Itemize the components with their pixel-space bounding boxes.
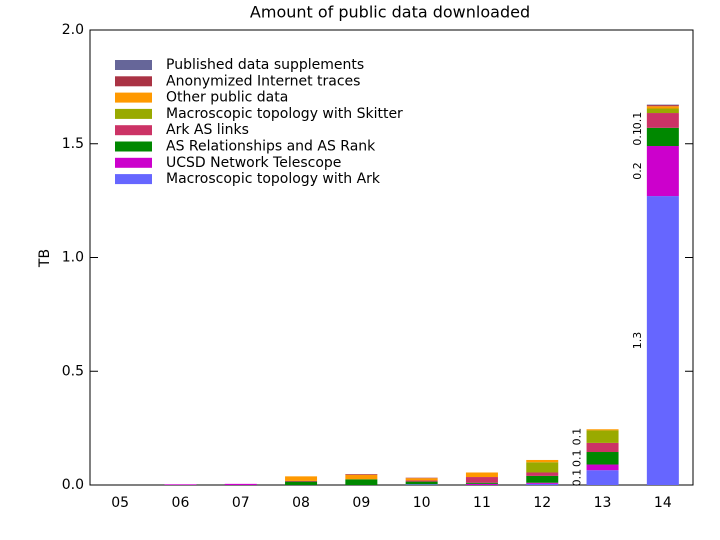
legend-swatch [115, 157, 152, 168]
y-axis-label: TB [37, 249, 53, 268]
bar-segment [586, 452, 619, 465]
bar-segment [646, 113, 679, 128]
y-tick-label: 0.5 [62, 363, 84, 379]
y-tick-label: 2.0 [62, 22, 84, 38]
x-tick-label: 09 [352, 495, 370, 511]
bar-segment [285, 481, 318, 485]
legend-label: Other public data [166, 90, 288, 106]
legend-label: UCSD Network Telescope [166, 155, 341, 171]
x-tick-label: 08 [292, 495, 310, 511]
bar-segment [164, 484, 197, 485]
bar-segment [345, 474, 378, 475]
legend-label: Published data supplements [166, 57, 364, 73]
x-tick-label: 05 [111, 495, 129, 511]
value-label: 1.3 [631, 332, 644, 350]
legend-swatch [115, 60, 152, 70]
bar-segment [586, 464, 619, 471]
x-tick-label: 07 [232, 495, 250, 511]
legend-label: Macroscopic topology with Skitter [166, 106, 403, 122]
value-label: 0.2 [631, 162, 644, 180]
bar-segment [646, 127, 679, 147]
bar-segment [465, 477, 498, 483]
bar-segment [405, 481, 438, 485]
x-tick-label: 11 [473, 495, 491, 511]
bar-segment [345, 474, 378, 480]
bar-segment [526, 462, 559, 473]
value-label: 0.1 [571, 450, 584, 468]
legend-swatch [115, 174, 152, 185]
value-label: 0.1 [571, 428, 584, 446]
x-tick-label: 13 [594, 495, 612, 511]
bar-segment [285, 480, 318, 482]
x-tick-label: 14 [654, 495, 672, 511]
legend-label: Anonymized Internet traces [166, 73, 360, 89]
x-tick-label: 12 [533, 495, 551, 511]
bar-segment [526, 472, 559, 476]
legend-label: Ark AS links [166, 122, 249, 138]
legend-swatch [115, 108, 152, 119]
bar-segment [465, 483, 498, 485]
bar-segment [646, 146, 679, 197]
legend-swatch [115, 92, 152, 103]
chart-title: Amount of public data downloaded [250, 3, 530, 22]
y-tick-label: 0.0 [62, 477, 84, 493]
bar-segment [345, 479, 378, 485]
bar-segment [465, 472, 498, 478]
x-tick-label: 10 [413, 495, 431, 511]
bar-segment [526, 482, 559, 484]
value-label: 0.1 [571, 469, 584, 487]
bar-segment [646, 196, 679, 485]
bar-segment [405, 484, 438, 485]
bar-segment [646, 106, 679, 109]
x-tick-label: 06 [172, 495, 190, 511]
value-label: 0.1 [631, 128, 644, 146]
bar-segment [526, 483, 559, 485]
bar-segment [586, 430, 619, 443]
y-tick-label: 1.5 [62, 136, 84, 152]
bar-segment [586, 470, 619, 485]
legend-label: Macroscopic topology with Ark [166, 171, 381, 187]
bar-segment [526, 475, 559, 483]
legend-swatch [115, 76, 152, 87]
bar-segment [586, 429, 619, 431]
bar-segment [646, 108, 679, 114]
bar-segment [526, 459, 559, 463]
bar-segment [405, 480, 438, 482]
y-tick-label: 1.0 [62, 250, 84, 266]
bar-segment [285, 476, 318, 481]
legend-swatch [115, 141, 152, 152]
legend-swatch [115, 125, 152, 136]
bar-segment [405, 478, 438, 481]
bar-segment [586, 442, 619, 453]
legend-label: AS Relationships and AS Rank [166, 139, 376, 155]
value-label: 0.1 [631, 112, 644, 129]
bar-segment [465, 482, 498, 484]
bar-segment [224, 483, 257, 485]
bar-segment [646, 105, 679, 107]
